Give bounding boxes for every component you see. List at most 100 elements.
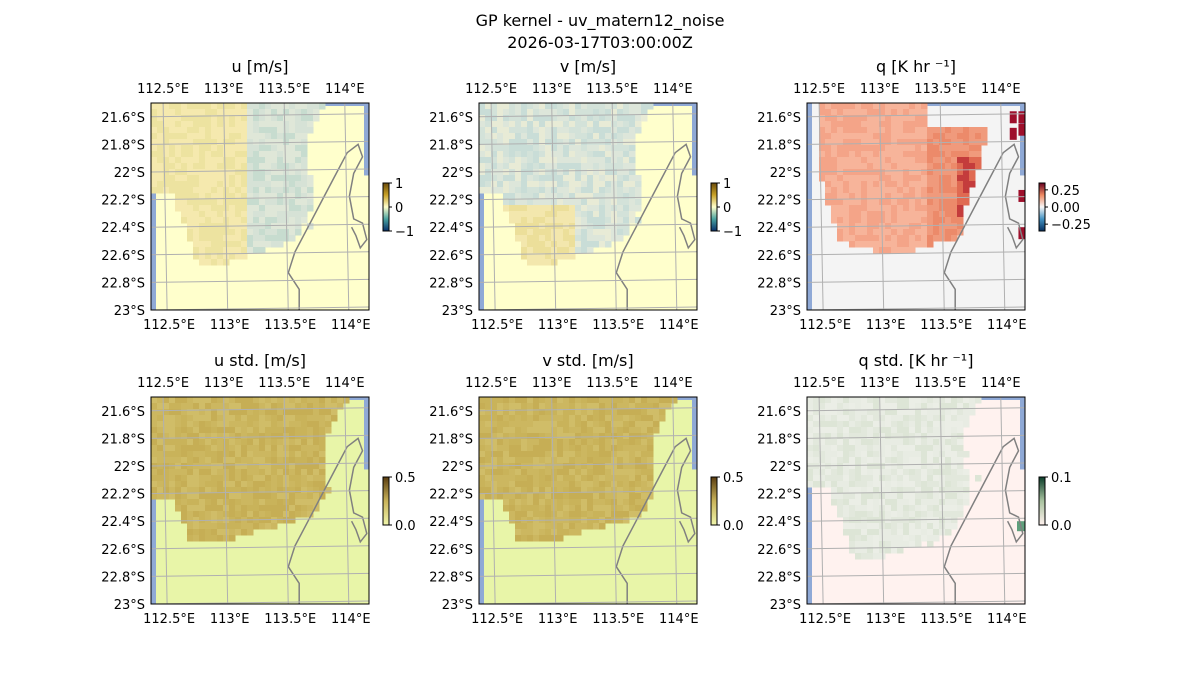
field-cell <box>545 103 552 110</box>
field-cell <box>563 157 570 164</box>
field-cell <box>265 427 272 434</box>
field-cell <box>247 235 254 242</box>
field-cell <box>485 475 492 482</box>
field-cell <box>301 127 308 134</box>
field-cell <box>211 259 218 266</box>
field-cell <box>903 103 910 110</box>
field-cell <box>611 109 618 116</box>
field-cell <box>843 109 850 116</box>
field-cell <box>891 397 898 404</box>
field-cell <box>265 109 272 116</box>
field-cell <box>927 205 934 212</box>
field-cell <box>641 421 648 428</box>
field-cell <box>909 505 916 512</box>
lat-tick-label: 21.8°S <box>101 432 145 447</box>
colorbar-bar <box>710 476 718 526</box>
field-cell <box>635 421 642 428</box>
field-cell <box>843 229 850 236</box>
colorbar-bar <box>382 182 390 232</box>
field-cell <box>575 199 582 206</box>
field-cell <box>647 415 654 422</box>
field-cell <box>855 439 862 446</box>
field-cell <box>867 457 874 464</box>
field-cell <box>503 409 510 416</box>
coastline <box>615 437 696 604</box>
field-cell <box>593 133 600 140</box>
field-cell <box>241 235 248 242</box>
field-cell <box>229 181 236 188</box>
field-cell <box>945 529 952 536</box>
field-cell <box>193 487 200 494</box>
field-cell <box>307 415 314 422</box>
field-cell <box>903 469 910 476</box>
field-cell <box>175 487 182 494</box>
field-cell <box>939 421 946 428</box>
field-cell <box>169 403 176 410</box>
field-cell <box>247 487 254 494</box>
field-cell <box>885 427 892 434</box>
field-cell <box>629 217 636 224</box>
field-cell <box>223 145 230 152</box>
field-cell <box>623 127 630 134</box>
field-cell <box>241 103 248 110</box>
field-cell <box>247 445 254 452</box>
field-cell <box>205 421 212 428</box>
field-cell <box>247 133 254 140</box>
field-cell <box>289 451 296 458</box>
field-cell <box>563 463 570 470</box>
field-cell <box>933 463 940 470</box>
field-cell <box>855 163 862 170</box>
field-cell <box>515 457 522 464</box>
field-cell <box>927 409 934 416</box>
field-cell <box>229 205 236 212</box>
ocean-left <box>151 103 156 310</box>
field-cell <box>181 217 188 224</box>
field-cell <box>945 223 952 230</box>
panel-title: q [K hr ⁻¹] <box>876 57 956 76</box>
field-cell <box>277 235 284 242</box>
field-cell <box>897 397 904 404</box>
field-cell <box>933 457 940 464</box>
field-cell <box>885 193 892 200</box>
lat-gridline <box>478 572 698 577</box>
field-cell <box>277 169 284 176</box>
colorbar-bar <box>1038 476 1046 526</box>
field-cell <box>617 115 624 122</box>
field-cell <box>569 121 576 128</box>
field-cell <box>897 415 904 422</box>
field-cell <box>843 163 850 170</box>
field-cell <box>593 241 600 248</box>
lat-tick-label: 22.2°S <box>429 488 473 503</box>
field-cell <box>879 115 886 122</box>
field-cell <box>563 133 570 140</box>
field-cell <box>539 199 546 206</box>
field-cell <box>623 211 630 218</box>
field-cell <box>879 451 886 458</box>
field-cell <box>843 145 850 152</box>
field-cell <box>885 487 892 494</box>
field-cell <box>623 481 630 488</box>
field-cell <box>939 463 946 470</box>
field-cell <box>235 475 242 482</box>
field-cell <box>193 235 200 242</box>
field-cell <box>211 421 218 428</box>
lat-tick-label: 22.4°S <box>101 221 145 236</box>
field-cell <box>623 121 630 128</box>
field-cell <box>969 145 976 152</box>
field-cell <box>843 439 850 446</box>
field-cell <box>169 109 176 116</box>
field-cell <box>891 115 898 122</box>
field-cell <box>521 529 528 536</box>
field-cell <box>599 493 606 500</box>
field-cell <box>301 187 308 194</box>
field-cell <box>503 415 510 422</box>
field-cell <box>289 481 296 488</box>
field-cell <box>581 463 588 470</box>
field-cell <box>593 169 600 176</box>
field-cell <box>265 199 272 206</box>
field-cell <box>635 199 642 206</box>
field-cell <box>599 463 606 470</box>
field-cell <box>843 469 850 476</box>
field-cell <box>503 421 510 428</box>
field-cell <box>635 463 642 470</box>
